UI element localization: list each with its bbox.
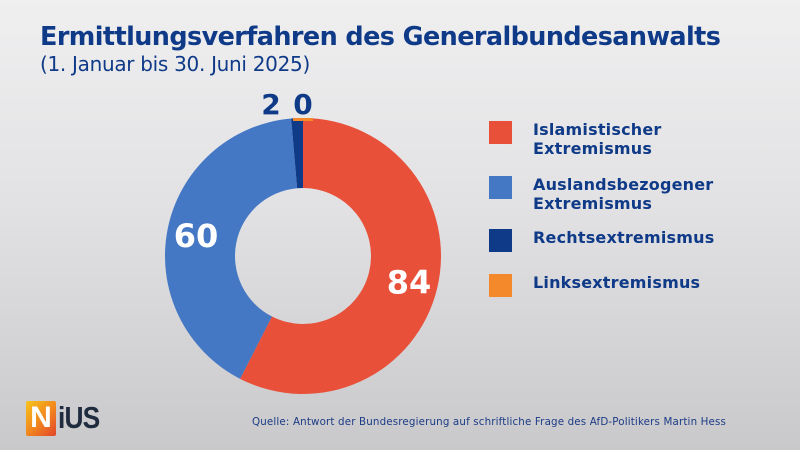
legend-swatch — [489, 274, 512, 297]
data-label-islamistischer-extremismus: 84 — [387, 264, 432, 302]
legend-item-linksextremismus: Linksextremismus — [489, 273, 700, 297]
legend-swatch — [489, 176, 512, 199]
data-label-linksextremismus: 0 — [293, 88, 312, 121]
logo-text: iUS — [58, 400, 100, 435]
legend-item-islamistischer-extremismus: Islamistischer Extremismus — [489, 120, 662, 158]
legend-label: Auslandsbezogener Extremismus — [533, 175, 714, 213]
legend-label: Linksextremismus — [533, 273, 701, 292]
data-label-auslandsbezogener-extremismus: 60 — [174, 217, 219, 255]
data-label-rechtsextremismus: 2 — [261, 88, 280, 121]
chart-title: Ermittlungsverfahren des Generalbundesan… — [40, 22, 721, 52]
legend-item-rechtsextremismus: Rechtsextremismus — [489, 228, 714, 252]
logo-mark: N — [26, 400, 56, 436]
legend-swatch — [489, 121, 512, 144]
legend-item-auslandsbezogener-extremismus: Auslandsbezogener Extremismus — [489, 175, 713, 213]
legend-swatch — [489, 229, 512, 252]
legend-label: Rechtsextremismus — [533, 228, 715, 247]
legend-label: Islamistischer Extremismus — [533, 120, 662, 158]
source-note: Quelle: Antwort der Bundesregierung auf … — [252, 416, 727, 428]
chart-subtitle: (1. Januar bis 30. Juni 2025) — [40, 52, 310, 76]
zero-marker-linksextremismus — [293, 118, 313, 121]
slice-auslandsbezogener-extremismus — [165, 118, 298, 379]
slice-islamistischer-extremismus — [240, 118, 441, 394]
nius-logo: N iUS — [26, 400, 107, 436]
slice-rechtsextremismus — [291, 118, 303, 189]
